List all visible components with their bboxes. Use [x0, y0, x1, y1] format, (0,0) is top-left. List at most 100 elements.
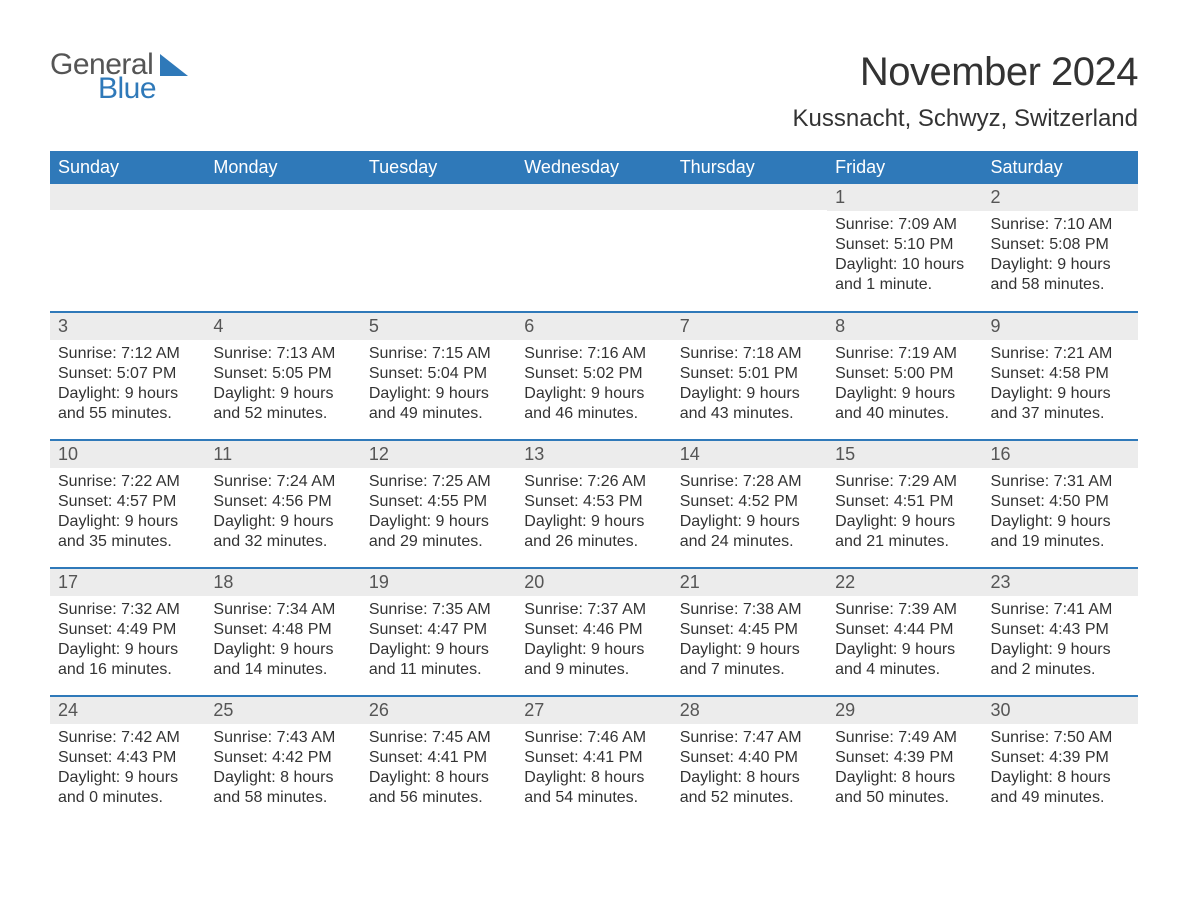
- day-details: Sunrise: 7:32 AMSunset: 4:49 PMDaylight:…: [50, 596, 205, 686]
- calendar-week-row: 10Sunrise: 7:22 AMSunset: 4:57 PMDayligh…: [50, 440, 1138, 568]
- sunrise-line: Sunrise: 7:13 AM: [213, 344, 352, 364]
- daylight-line-1: Daylight: 9 hours: [369, 512, 508, 532]
- sunrise-line: Sunrise: 7:39 AM: [835, 600, 974, 620]
- day-number: 21: [672, 569, 827, 596]
- calendar-cell: 1Sunrise: 7:09 AMSunset: 5:10 PMDaylight…: [827, 184, 982, 312]
- sunrise-line: Sunrise: 7:47 AM: [680, 728, 819, 748]
- daylight-line-2: and 16 minutes.: [58, 660, 197, 680]
- calendar-cell: [205, 184, 360, 312]
- daylight-line-2: and 43 minutes.: [680, 404, 819, 424]
- day-details: Sunrise: 7:25 AMSunset: 4:55 PMDaylight:…: [361, 468, 516, 558]
- daylight-line-1: Daylight: 9 hours: [991, 255, 1130, 275]
- sunrise-line: Sunrise: 7:21 AM: [991, 344, 1130, 364]
- day-number: 18: [205, 569, 360, 596]
- day-number: 11: [205, 441, 360, 468]
- daylight-line-1: Daylight: 8 hours: [680, 768, 819, 788]
- day-number: 14: [672, 441, 827, 468]
- day-details: Sunrise: 7:10 AMSunset: 5:08 PMDaylight:…: [983, 211, 1138, 301]
- sunrise-line: Sunrise: 7:28 AM: [680, 472, 819, 492]
- day-number: 28: [672, 697, 827, 724]
- daylight-line-2: and 56 minutes.: [369, 788, 508, 808]
- daylight-line-2: and 35 minutes.: [58, 532, 197, 552]
- daylight-line-2: and 46 minutes.: [524, 404, 663, 424]
- sunrise-line: Sunrise: 7:31 AM: [991, 472, 1130, 492]
- daylight-line-1: Daylight: 9 hours: [835, 384, 974, 404]
- day-details: Sunrise: 7:37 AMSunset: 4:46 PMDaylight:…: [516, 596, 671, 686]
- calendar-week-row: 3Sunrise: 7:12 AMSunset: 5:07 PMDaylight…: [50, 312, 1138, 440]
- daylight-line-2: and 26 minutes.: [524, 532, 663, 552]
- daylight-line-1: Daylight: 8 hours: [213, 768, 352, 788]
- day-details: Sunrise: 7:26 AMSunset: 4:53 PMDaylight:…: [516, 468, 671, 558]
- sunset-line: Sunset: 4:48 PM: [213, 620, 352, 640]
- calendar-cell: [516, 184, 671, 312]
- day-number: 6: [516, 313, 671, 340]
- sunset-line: Sunset: 4:57 PM: [58, 492, 197, 512]
- col-header: Monday: [205, 151, 360, 184]
- col-header: Wednesday: [516, 151, 671, 184]
- day-number-empty: [672, 184, 827, 210]
- location-subtitle: Kussnacht, Schwyz, Switzerland: [793, 105, 1138, 133]
- day-details: Sunrise: 7:45 AMSunset: 4:41 PMDaylight:…: [361, 724, 516, 814]
- daylight-line-2: and 50 minutes.: [835, 788, 974, 808]
- calendar-table: Sunday Monday Tuesday Wednesday Thursday…: [50, 151, 1138, 824]
- day-number-empty: [205, 184, 360, 210]
- daylight-line-2: and 55 minutes.: [58, 404, 197, 424]
- day-details: Sunrise: 7:46 AMSunset: 4:41 PMDaylight:…: [516, 724, 671, 814]
- calendar-cell: 6Sunrise: 7:16 AMSunset: 5:02 PMDaylight…: [516, 312, 671, 440]
- sunrise-line: Sunrise: 7:19 AM: [835, 344, 974, 364]
- sunset-line: Sunset: 4:53 PM: [524, 492, 663, 512]
- daylight-line-2: and 37 minutes.: [991, 404, 1130, 424]
- calendar-cell: 7Sunrise: 7:18 AMSunset: 5:01 PMDaylight…: [672, 312, 827, 440]
- daylight-line-1: Daylight: 9 hours: [369, 384, 508, 404]
- daylight-line-1: Daylight: 8 hours: [835, 768, 974, 788]
- sunrise-line: Sunrise: 7:46 AM: [524, 728, 663, 748]
- daylight-line-2: and 21 minutes.: [835, 532, 974, 552]
- sunset-line: Sunset: 4:58 PM: [991, 364, 1130, 384]
- day-number: 22: [827, 569, 982, 596]
- sunrise-line: Sunrise: 7:12 AM: [58, 344, 197, 364]
- daylight-line-2: and 58 minutes.: [991, 275, 1130, 295]
- daylight-line-2: and 40 minutes.: [835, 404, 974, 424]
- daylight-line-1: Daylight: 9 hours: [524, 640, 663, 660]
- daylight-line-2: and 32 minutes.: [213, 532, 352, 552]
- calendar-cell: [50, 184, 205, 312]
- daylight-line-2: and 14 minutes.: [213, 660, 352, 680]
- sunrise-line: Sunrise: 7:45 AM: [369, 728, 508, 748]
- daylight-line-1: Daylight: 9 hours: [991, 512, 1130, 532]
- daylight-line-1: Daylight: 9 hours: [835, 512, 974, 532]
- sunrise-line: Sunrise: 7:43 AM: [213, 728, 352, 748]
- sunset-line: Sunset: 4:45 PM: [680, 620, 819, 640]
- day-details: Sunrise: 7:41 AMSunset: 4:43 PMDaylight:…: [983, 596, 1138, 686]
- sunset-line: Sunset: 4:43 PM: [58, 748, 197, 768]
- sunrise-line: Sunrise: 7:09 AM: [835, 215, 974, 235]
- day-number: 1: [827, 184, 982, 211]
- calendar-cell: 19Sunrise: 7:35 AMSunset: 4:47 PMDayligh…: [361, 568, 516, 696]
- day-number: 9: [983, 313, 1138, 340]
- day-details: Sunrise: 7:09 AMSunset: 5:10 PMDaylight:…: [827, 211, 982, 301]
- day-number: 16: [983, 441, 1138, 468]
- daylight-line-1: Daylight: 9 hours: [991, 384, 1130, 404]
- day-number: 25: [205, 697, 360, 724]
- calendar-body: 1Sunrise: 7:09 AMSunset: 5:10 PMDaylight…: [50, 184, 1138, 824]
- daylight-line-1: Daylight: 8 hours: [991, 768, 1130, 788]
- col-header: Friday: [827, 151, 982, 184]
- daylight-line-1: Daylight: 8 hours: [524, 768, 663, 788]
- calendar-cell: 11Sunrise: 7:24 AMSunset: 4:56 PMDayligh…: [205, 440, 360, 568]
- day-number: 2: [983, 184, 1138, 211]
- daylight-line-2: and 2 minutes.: [991, 660, 1130, 680]
- day-number: 17: [50, 569, 205, 596]
- sunrise-line: Sunrise: 7:24 AM: [213, 472, 352, 492]
- day-number: 27: [516, 697, 671, 724]
- calendar-cell: 15Sunrise: 7:29 AMSunset: 4:51 PMDayligh…: [827, 440, 982, 568]
- day-number: 4: [205, 313, 360, 340]
- calendar-cell: 16Sunrise: 7:31 AMSunset: 4:50 PMDayligh…: [983, 440, 1138, 568]
- sunrise-line: Sunrise: 7:26 AM: [524, 472, 663, 492]
- day-details: Sunrise: 7:21 AMSunset: 4:58 PMDaylight:…: [983, 340, 1138, 430]
- sunset-line: Sunset: 4:43 PM: [991, 620, 1130, 640]
- brand-triangle-icon: [160, 54, 188, 76]
- sunset-line: Sunset: 4:46 PM: [524, 620, 663, 640]
- sunset-line: Sunset: 4:52 PM: [680, 492, 819, 512]
- day-details: Sunrise: 7:22 AMSunset: 4:57 PMDaylight:…: [50, 468, 205, 558]
- calendar-week-row: 17Sunrise: 7:32 AMSunset: 4:49 PMDayligh…: [50, 568, 1138, 696]
- sunrise-line: Sunrise: 7:34 AM: [213, 600, 352, 620]
